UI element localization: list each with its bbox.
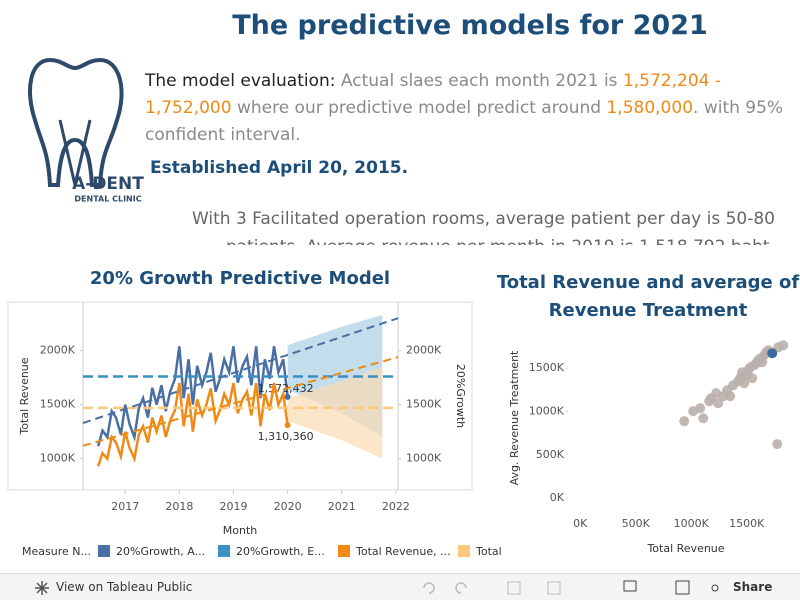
y-tick-label: 500K [536, 448, 565, 461]
y-tick-label: 2000K [40, 344, 76, 357]
scatter-point [695, 403, 706, 414]
logo-subtitle: DENTAL CLINIC [74, 195, 141, 204]
y2-tick-label: 1500K [406, 398, 442, 411]
tooth-icon [28, 57, 124, 187]
established-text: Established April 20, 2015. [150, 158, 409, 178]
revert-icon[interactable] [507, 581, 521, 595]
data-label: 1,310,360 [258, 430, 314, 443]
refresh-icon[interactable] [547, 581, 561, 595]
evaluation-label: The model evaluation: [145, 71, 336, 91]
charts: 20% Growth Predictive Model1,572,4321,31… [7, 268, 800, 558]
data-point [284, 422, 291, 429]
evaluation-text: where our predictive model predict aroun… [236, 98, 602, 118]
scatter-point [772, 439, 783, 450]
data-point [284, 393, 291, 400]
share-button[interactable]: Share [733, 580, 773, 594]
evaluation-text: The model evaluation: Actual slaes each … [145, 68, 785, 149]
y-axis-title: Avg. Revenue Treatment [508, 350, 521, 485]
y-tick-label: 0K [550, 491, 565, 504]
y2-tick-label: 1000K [406, 452, 442, 465]
y-axis-title: Total Revenue [18, 357, 31, 435]
forecast-band [287, 366, 383, 459]
legend-swatch [218, 545, 230, 557]
legend-label: 20%Growth, A... [116, 545, 205, 558]
legend-label: Total Revenue, ... [355, 545, 451, 558]
toolbar-icons [423, 580, 719, 595]
x-tick-label: 2022 [382, 500, 410, 513]
evaluation-range: 1,572,204 - 1,752,000 [145, 71, 721, 118]
trend-line [82, 317, 399, 424]
chart-title: 20% Growth Predictive Model [90, 268, 390, 289]
view-link[interactable]: View on Tableau Public [56, 580, 193, 594]
x-tick-label: 2019 [219, 500, 247, 513]
toolbar: View on Tableau Public Share [0, 573, 800, 600]
logo: A-DENT DENTAL CLINIC [28, 57, 144, 204]
legend-swatch [338, 545, 350, 557]
evaluation-text: . with 95% confident interval. [145, 98, 784, 145]
fullscreen-icon[interactable] [675, 580, 690, 595]
share-icon[interactable] [711, 584, 719, 592]
download-icon[interactable] [623, 580, 637, 592]
x-tick-label: 0K [573, 517, 588, 530]
x-tick-label: 1500K [729, 517, 765, 530]
tableau-icon [35, 581, 49, 595]
x-tick-label: 2017 [111, 500, 139, 513]
series-line [96, 346, 289, 447]
evaluation-prediction: 1,580,000 [606, 98, 694, 118]
legend-label: Total [475, 545, 502, 558]
scatter-point [767, 348, 778, 359]
scatter-point [747, 373, 758, 384]
x-tick-label: 1000K [674, 517, 710, 530]
y2-tick-label: 2000K [406, 344, 442, 357]
scatter-point [739, 378, 750, 389]
scatter-point [778, 340, 789, 351]
x-tick-label: 2021 [328, 500, 356, 513]
dashboard-title: The predictive models for 2021 [232, 10, 708, 41]
y-tick-label: 1000K [529, 404, 565, 417]
x-tick-label: 2018 [165, 500, 193, 513]
trend-line [82, 356, 399, 447]
plot-frame [7, 301, 473, 491]
x-tick-label: 500K [622, 517, 651, 530]
legend-title: Measure N... [22, 545, 91, 558]
x-axis-title: Month [223, 524, 258, 537]
redo-icon[interactable] [455, 582, 467, 594]
series-line [96, 382, 289, 467]
description-text: With 3 Facilitated operation rooms, aver… [191, 209, 775, 245]
scatter-point [713, 398, 724, 409]
scatter-point [698, 413, 709, 424]
chart-title-line: Total Revenue and average of [497, 272, 800, 293]
scatter-point [725, 391, 736, 402]
legend-swatch [98, 545, 110, 557]
y-tick-label: 1500K [40, 398, 76, 411]
logo-name: A-DENT [72, 174, 144, 194]
legend-swatch [458, 545, 470, 557]
y-tick-label: 1000K [40, 452, 76, 465]
undo-icon[interactable] [423, 582, 435, 594]
tooth-letter [58, 119, 92, 186]
chart-title: Total Revenue and average of Revenue Trea… [497, 272, 800, 321]
y-tick-label: 1500K [529, 361, 565, 374]
evaluation-text: Actual slaes each month 2021 is [340, 71, 618, 91]
x-tick-label: 2020 [274, 500, 302, 513]
chart-title-line: Revenue Treatment [549, 300, 748, 321]
x-axis-title: Total Revenue [646, 542, 724, 555]
legend-label: 20%Growth, E... [236, 545, 325, 558]
scatter-point [679, 416, 690, 427]
y2-axis-title: 20%Growth [454, 364, 467, 428]
